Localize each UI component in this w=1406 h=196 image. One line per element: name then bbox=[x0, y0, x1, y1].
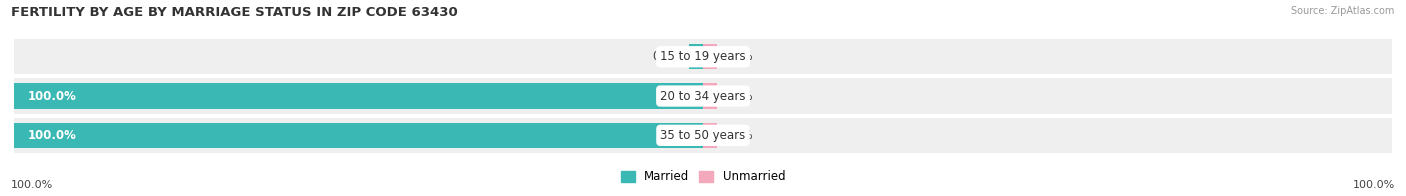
Text: 100.0%: 100.0% bbox=[28, 129, 77, 142]
Bar bbox=[14, 83, 703, 109]
Bar bbox=[703, 83, 717, 109]
Legend: Married, Unmarried: Married, Unmarried bbox=[616, 166, 790, 188]
Text: 100.0%: 100.0% bbox=[28, 90, 77, 103]
Bar bbox=[14, 123, 703, 148]
Text: 100.0%: 100.0% bbox=[1353, 180, 1395, 190]
Text: 20 to 34 years: 20 to 34 years bbox=[661, 90, 745, 103]
Text: 0.0%: 0.0% bbox=[724, 50, 754, 63]
Text: Source: ZipAtlas.com: Source: ZipAtlas.com bbox=[1291, 6, 1395, 16]
Bar bbox=[703, 123, 717, 148]
Text: 100.0%: 100.0% bbox=[11, 180, 53, 190]
Text: 15 to 19 years: 15 to 19 years bbox=[661, 50, 745, 63]
Text: 0.0%: 0.0% bbox=[652, 50, 682, 63]
Text: 0.0%: 0.0% bbox=[724, 90, 754, 103]
Bar bbox=[703, 44, 717, 69]
Text: FERTILITY BY AGE BY MARRIAGE STATUS IN ZIP CODE 63430: FERTILITY BY AGE BY MARRIAGE STATUS IN Z… bbox=[11, 6, 458, 19]
Text: 35 to 50 years: 35 to 50 years bbox=[661, 129, 745, 142]
Text: 0.0%: 0.0% bbox=[724, 129, 754, 142]
Bar bbox=[689, 44, 703, 69]
